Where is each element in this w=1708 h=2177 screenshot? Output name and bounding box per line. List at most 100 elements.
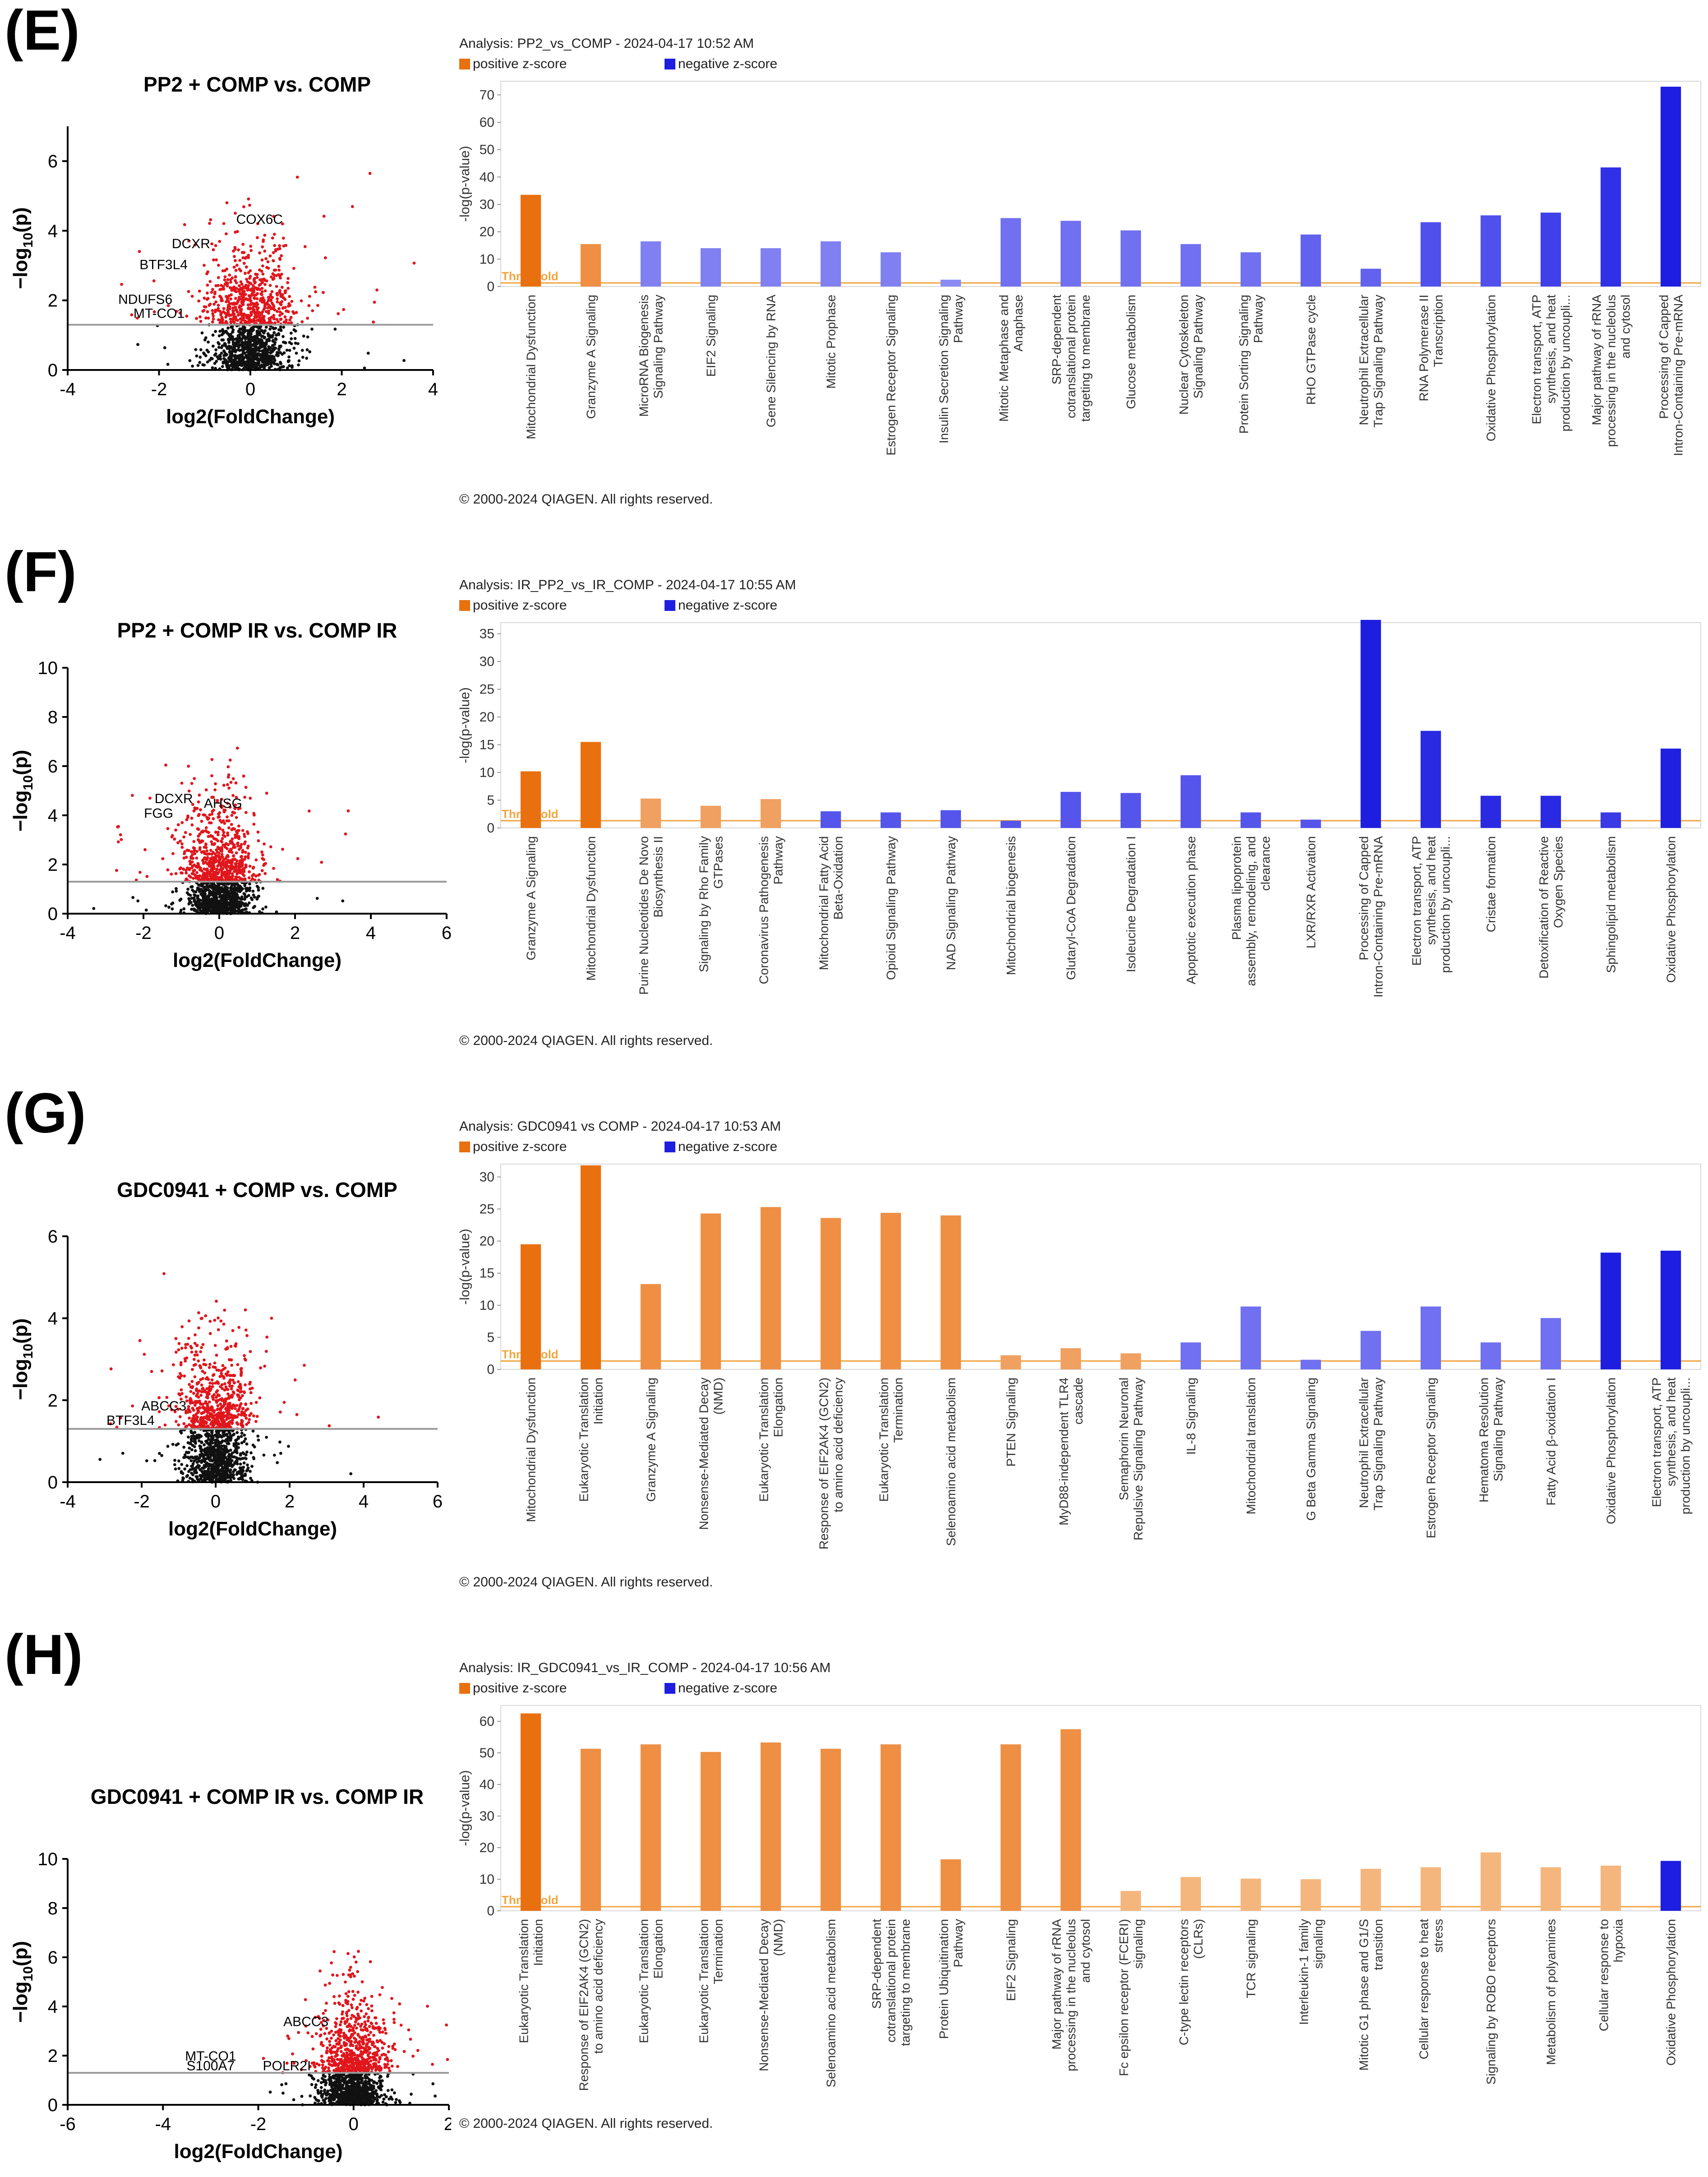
volcano-point	[377, 1416, 380, 1419]
volcano-point	[249, 1451, 253, 1455]
volcano-point	[270, 1317, 273, 1320]
volcano-point	[294, 1378, 297, 1382]
volcano-point	[164, 763, 167, 767]
volcano-point	[232, 1464, 235, 1467]
volcano-point	[256, 331, 259, 334]
volcano-point	[249, 1402, 253, 1405]
volcano-point	[243, 897, 246, 901]
volcano-point	[251, 336, 254, 339]
volcano-point	[232, 855, 235, 858]
volcano-point	[200, 840, 203, 843]
pathway-bar	[1181, 1877, 1201, 1911]
volcano-point	[212, 1447, 216, 1450]
volcano-point	[337, 312, 340, 315]
volcano-y-label-main: −log	[9, 790, 32, 832]
volcano-point	[410, 2093, 413, 2096]
volcano-point	[248, 364, 251, 367]
volcano-point	[208, 852, 211, 855]
volcano-point	[229, 1416, 232, 1419]
pathway-bar	[821, 1749, 841, 1911]
volcano-y-label-end: (p)	[9, 1318, 32, 1344]
volcano-point	[255, 1401, 258, 1404]
volcano-point	[258, 910, 261, 913]
volcano-point	[279, 325, 282, 328]
volcano-point	[190, 1448, 194, 1451]
volcano-point	[245, 1457, 248, 1460]
category-label: Mitotic Prophase	[824, 295, 838, 389]
volcano-point	[195, 355, 198, 358]
volcano-point	[245, 1453, 248, 1456]
volcano-point	[198, 794, 201, 797]
y-tick-label: 60	[480, 1714, 494, 1729]
pathway-bar	[1121, 1353, 1141, 1369]
volcano-point	[272, 303, 275, 306]
pathway-bar	[1661, 749, 1681, 828]
volcano-point	[390, 2088, 393, 2091]
category-label: MicroRNA BiogenesisSignaling Pathway	[637, 295, 665, 417]
volcano-point	[269, 845, 272, 848]
volcano-point	[264, 862, 267, 865]
category-label: Mitochondrial Dysfunction	[524, 1377, 538, 1522]
volcano-point	[182, 907, 185, 911]
gene-label: DCXR	[172, 236, 210, 251]
volcano-point	[244, 1308, 247, 1312]
volcano-point	[258, 1396, 261, 1400]
volcano-point	[236, 841, 240, 845]
y-axis-label: -log(p-value)	[457, 146, 472, 222]
volcano-point	[240, 1419, 243, 1422]
volcano-point	[225, 875, 228, 878]
volcano-point	[261, 310, 264, 314]
volcano-point	[301, 349, 304, 352]
volcano-point	[261, 907, 264, 911]
volcano-point	[271, 272, 274, 275]
pathway-bar	[1001, 1744, 1021, 1911]
volcano-point	[193, 893, 196, 897]
category-label: Fatty Acid β-oxidation I	[1544, 1377, 1558, 1506]
volcano-point	[235, 872, 239, 875]
volcano-point	[226, 860, 230, 863]
volcano-point	[244, 855, 247, 859]
pathway-bar	[1361, 620, 1381, 828]
volcano-point	[208, 1385, 212, 1388]
volcano-y-tick-label: 4	[48, 806, 58, 826]
volcano-point	[269, 305, 272, 309]
volcano-point	[360, 1999, 363, 2002]
volcano-point	[375, 288, 379, 291]
category-label: RNA Polymerase IITranscription	[1417, 295, 1445, 402]
volcano-point	[269, 351, 272, 355]
volcano-point	[187, 290, 190, 293]
volcano-point	[179, 866, 182, 869]
volcano-point	[177, 1348, 180, 1351]
volcano-point	[180, 781, 184, 785]
volcano-point	[218, 321, 222, 324]
volcano-point	[261, 273, 264, 276]
volcano-point	[220, 296, 223, 300]
volcano-point	[215, 259, 218, 262]
volcano-point	[171, 890, 174, 893]
volcano-point	[115, 869, 118, 872]
pathway-bar	[1661, 1861, 1681, 1911]
category-label: Eukaryotic TranslationElongation	[637, 1919, 665, 2043]
volcano-point	[238, 259, 241, 262]
volcano-y-label-main: −log	[9, 1359, 32, 1400]
volcano-point	[212, 1411, 216, 1414]
volcano-point	[239, 317, 242, 320]
volcano-point	[217, 1393, 220, 1396]
volcano-point	[245, 1334, 249, 1337]
volcano-point	[138, 250, 141, 253]
volcano-point	[217, 304, 220, 307]
volcano-point	[195, 317, 198, 320]
volcano-point	[226, 201, 229, 204]
volcano-point	[294, 337, 297, 340]
volcano-point	[195, 1437, 198, 1440]
y-tick-label: 70	[480, 88, 494, 102]
volcano-point	[240, 1370, 243, 1373]
volcano-point	[218, 1464, 222, 1467]
pathway-bar	[1421, 222, 1441, 287]
volcano-point	[248, 317, 251, 320]
volcano-point	[292, 328, 295, 332]
volcano-point	[203, 1406, 206, 1409]
volcano-point	[240, 878, 244, 881]
volcano-point	[189, 1390, 193, 1393]
volcano-point	[237, 1437, 240, 1440]
